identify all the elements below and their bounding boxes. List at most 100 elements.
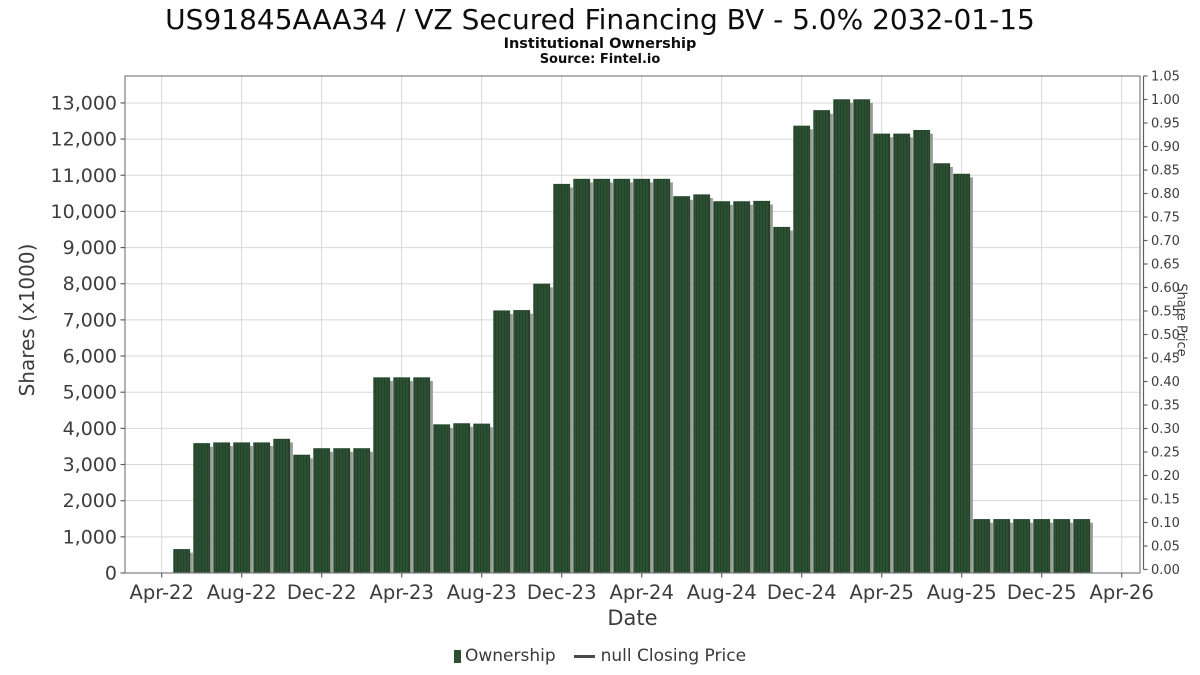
bar [933, 163, 951, 574]
secondary-y-tick-label: 0.60 [1151, 281, 1180, 296]
bar [473, 423, 491, 574]
secondary-y-tick-label: 0.45 [1151, 352, 1180, 367]
secondary-y-tick-label: 0.95 [1151, 117, 1180, 132]
secondary-y-tick-label: 0.00 [1151, 563, 1180, 578]
secondary-y-tick-label: 0.70 [1151, 234, 1180, 249]
chart-source: Source: Fintel.io [539, 52, 661, 67]
bar [553, 183, 571, 574]
y-axis: 0 1,000 2,000 3,000 4,000 5,000 6,000 7,000 8,00… [51, 92, 125, 585]
y-tick-label: 7,000 [63, 309, 117, 331]
secondary-y-tick-label: 0.40 [1151, 375, 1180, 390]
legend: Ownership null Closing Price [0, 646, 1200, 666]
bar [753, 200, 771, 574]
bars [173, 99, 1093, 574]
x-tick-label: Dec-24 [767, 581, 837, 604]
secondary-y-tick-label: 0.85 [1151, 164, 1180, 179]
closing-price-line-marker-icon [573, 654, 595, 658]
x-tick-label: Apr-22 [130, 581, 194, 604]
bar [653, 178, 671, 574]
y-tick-label: 12,000 [51, 129, 117, 151]
bar [333, 448, 351, 574]
bar [273, 438, 291, 574]
y-tick-label: 9,000 [63, 237, 117, 259]
bar [233, 442, 251, 574]
legend-closing-price-label: null Closing Price [600, 646, 747, 666]
bar [513, 310, 531, 574]
secondary-y-tick-label: 0.25 [1151, 446, 1180, 461]
x-axis-title: Date [607, 606, 658, 630]
bar [613, 178, 631, 574]
bar [913, 130, 931, 574]
y-tick-label: 11,000 [51, 165, 117, 187]
bar [673, 196, 691, 574]
x-tick-label: Apr-26 [1090, 581, 1154, 604]
y-tick-label: 3,000 [63, 454, 117, 476]
secondary-y-tick-label: 0.35 [1151, 399, 1180, 414]
bar [413, 377, 431, 574]
x-tick-label: Aug-23 [447, 581, 517, 604]
bar [453, 423, 471, 574]
secondary-y-axis: 0.00 0.05 0.10 0.15 0.20 0.25 0.30 0.35 0.40 0.45… [1142, 70, 1180, 578]
bar [833, 99, 851, 574]
bar [313, 448, 331, 574]
bar [173, 549, 191, 574]
secondary-y-tick-label: 1.00 [1151, 93, 1180, 108]
secondary-y-tick-label: 0.30 [1151, 422, 1180, 437]
x-tick-label: Apr-23 [370, 581, 434, 604]
bar [993, 519, 1011, 574]
secondary-y-tick-label: 0.20 [1151, 469, 1180, 484]
secondary-y-tick-label: 1.05 [1151, 70, 1180, 85]
y-tick-label: 4,000 [63, 418, 117, 440]
bar [593, 178, 611, 574]
secondary-y-tick-label: 0.05 [1151, 540, 1180, 555]
bar [693, 194, 711, 574]
bar [493, 310, 511, 574]
bar [853, 99, 871, 574]
bar [193, 443, 211, 574]
bar [253, 442, 271, 574]
x-tick-label: Apr-24 [610, 581, 674, 604]
y-tick-label: 5,000 [63, 382, 117, 404]
x-tick-label: Aug-22 [207, 581, 277, 604]
y-tick-label: 10,000 [51, 201, 117, 223]
secondary-y-tick-label: 0.55 [1151, 305, 1180, 320]
chart-subtitle: Institutional Ownership [503, 36, 697, 52]
bar [873, 133, 891, 574]
x-tick-label: Apr-25 [850, 581, 914, 604]
y-tick-label: 1,000 [63, 526, 117, 548]
secondary-y-tick-label: 0.80 [1151, 187, 1180, 202]
x-tick-label: Aug-25 [927, 581, 997, 604]
secondary-y-tick-label: 0.15 [1151, 493, 1180, 508]
secondary-y-tick-label: 0.75 [1151, 211, 1180, 226]
y-tick-label: 0 [105, 563, 117, 585]
bar [1073, 519, 1091, 574]
y-tick-label: 8,000 [63, 273, 117, 295]
legend-ownership-label: Ownership [464, 646, 556, 666]
bar [713, 201, 731, 574]
x-tick-label: Dec-25 [1007, 581, 1077, 604]
bar [213, 442, 231, 574]
bar [393, 377, 411, 574]
bar [733, 201, 751, 574]
y-tick-label: 13,000 [51, 92, 117, 114]
bar [353, 448, 371, 574]
bar [1033, 519, 1051, 574]
secondary-y-tick-label: 0.50 [1151, 328, 1180, 343]
y-tick-label: 6,000 [63, 346, 117, 368]
secondary-y-tick-label: 0.90 [1151, 140, 1180, 155]
bar [433, 424, 451, 574]
secondary-y-tick-label: 0.10 [1151, 516, 1180, 531]
y-tick-label: 2,000 [63, 490, 117, 512]
bar [573, 178, 591, 574]
bar [773, 226, 791, 574]
bar [633, 178, 651, 574]
bar [1013, 519, 1031, 574]
ownership-bar-marker-icon [453, 649, 461, 663]
plot-frame [124, 75, 1141, 574]
bar [893, 133, 911, 574]
x-tick-label: Dec-22 [287, 581, 357, 604]
page-title: US91845AAA34 / VZ Secured Financing BV -… [165, 3, 1035, 36]
x-axis: Apr-22 Aug-22 Dec-22 Apr-23 Aug-23 Dec-23 Apr-… [130, 573, 1154, 604]
bar [793, 125, 811, 574]
